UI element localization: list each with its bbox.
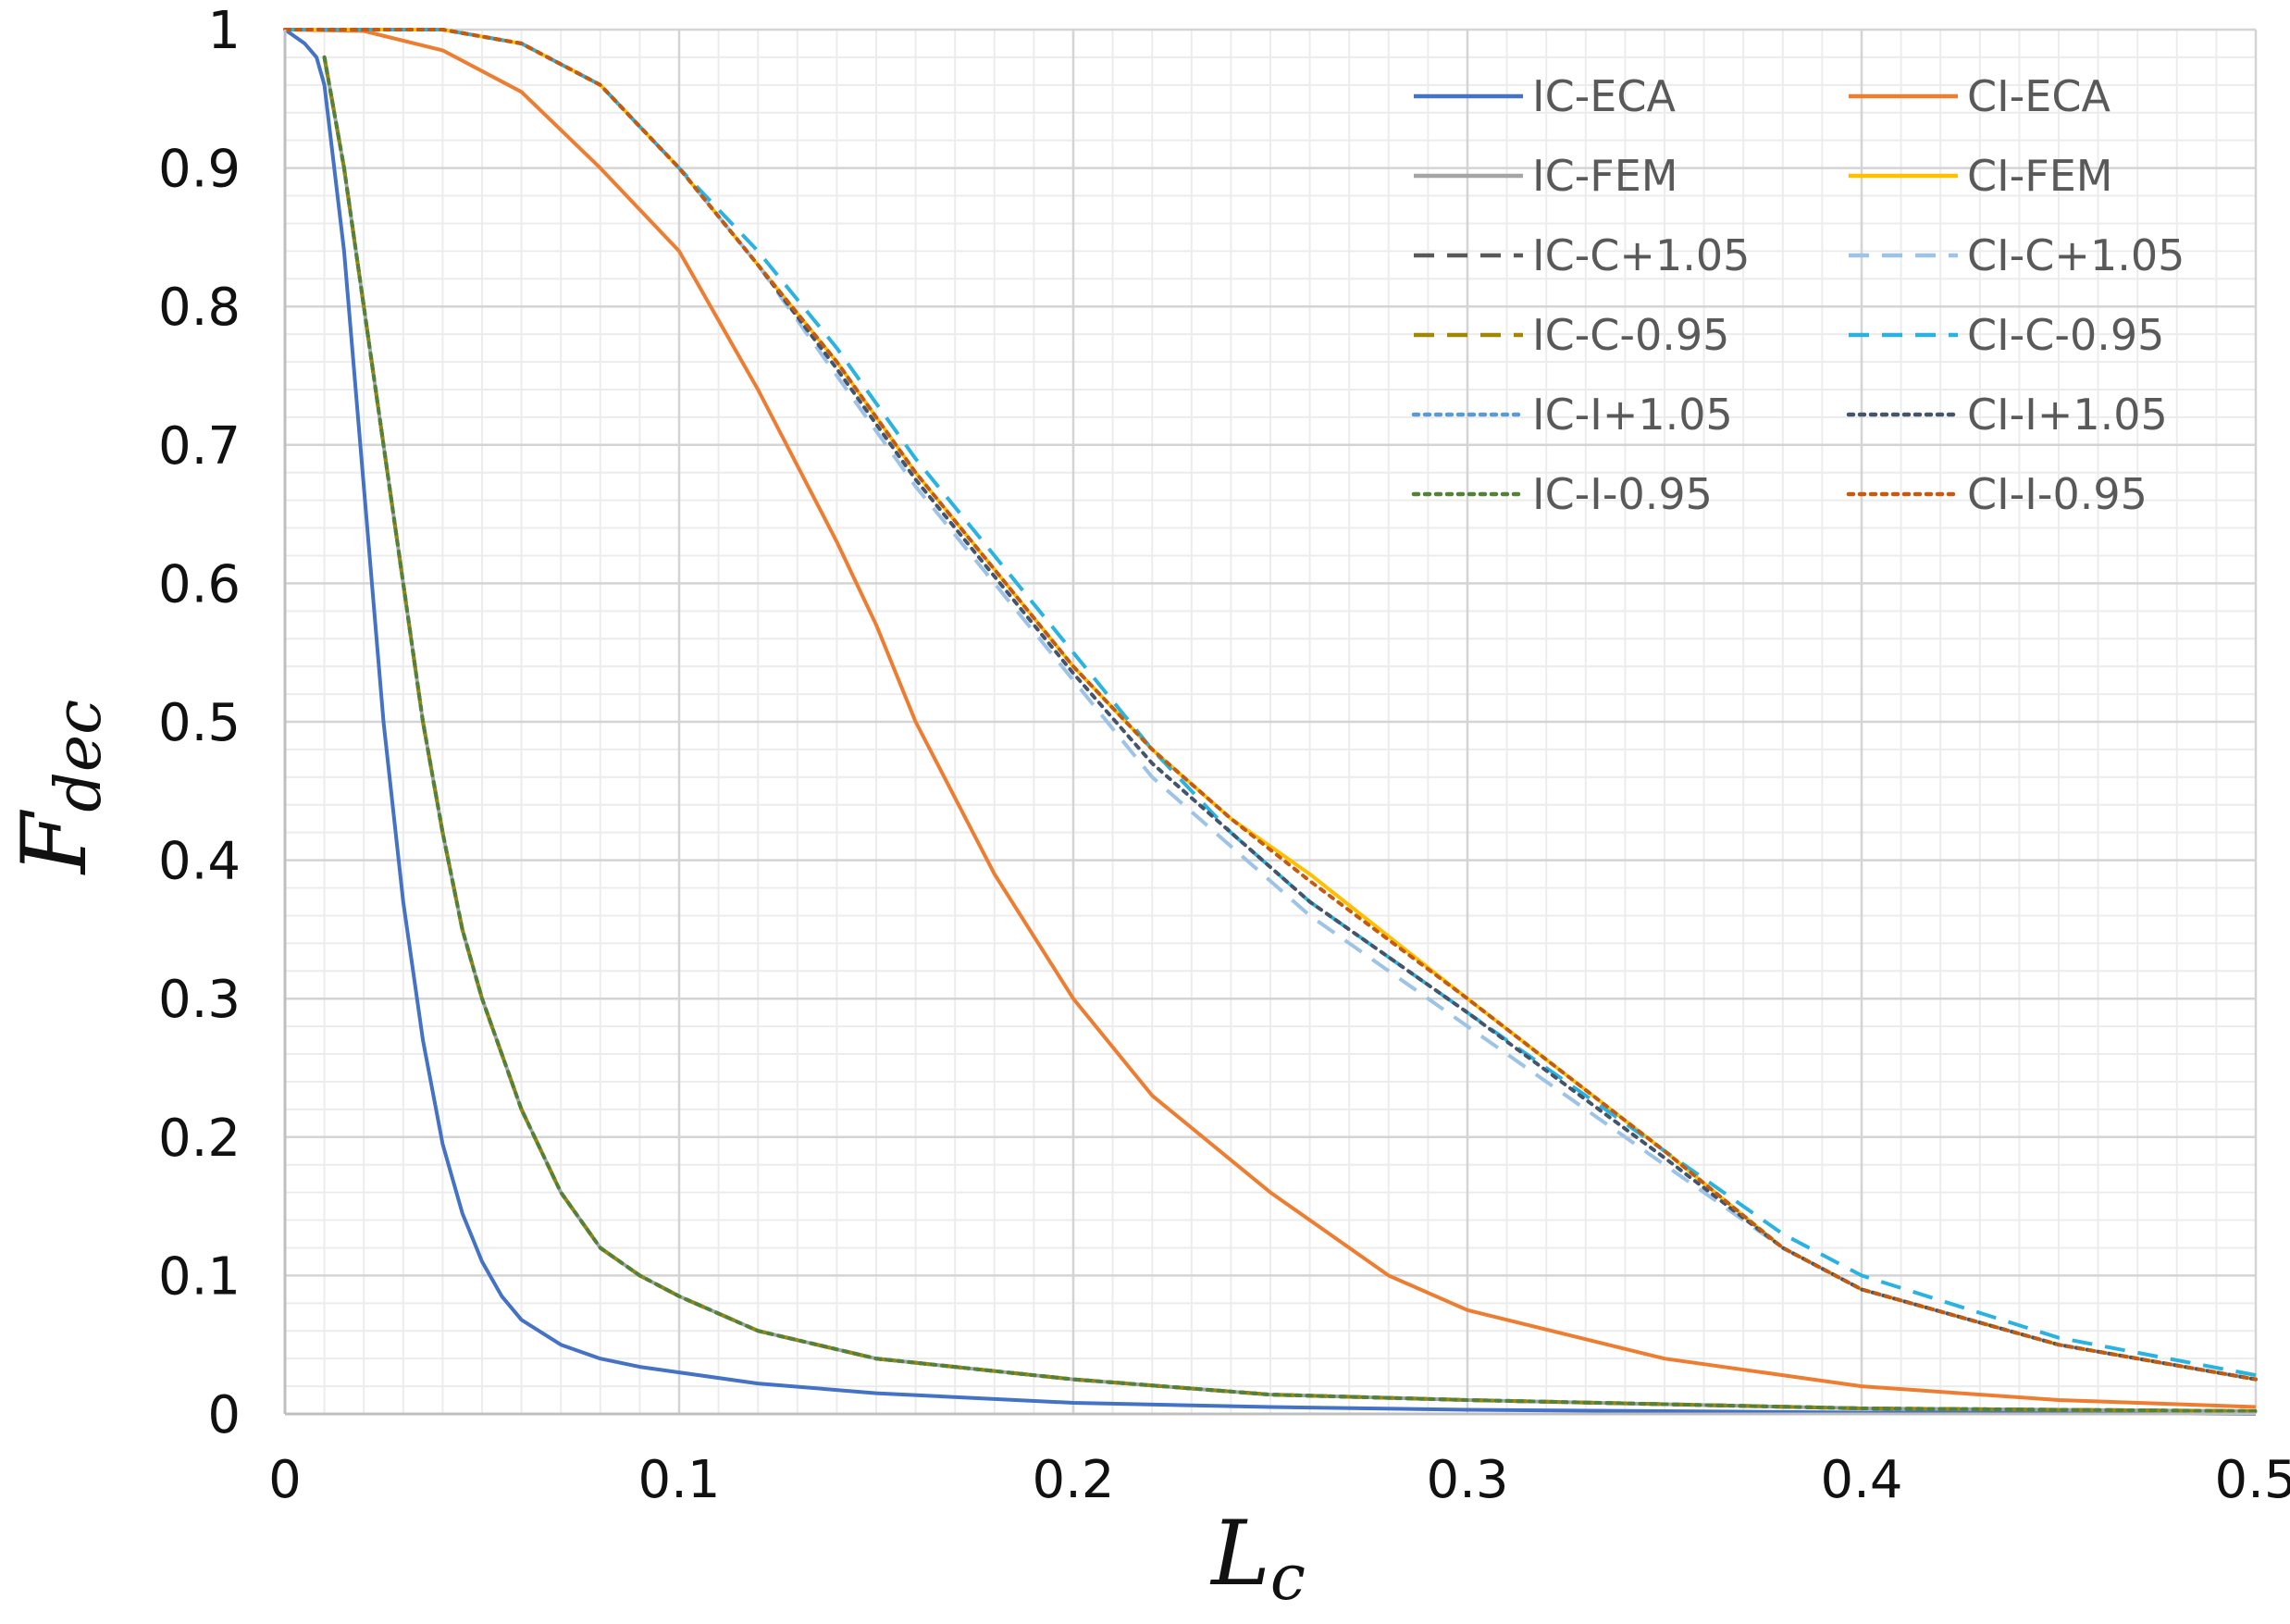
legend-entry: IC-ECA: [1414, 71, 1676, 121]
y-tick-label: 0.2: [158, 1109, 241, 1169]
series-line-ci-i-0-95: [283, 28, 2258, 1382]
legend-label: CI-ECA: [1967, 71, 2111, 121]
y-tick-label: 0.8: [158, 278, 241, 338]
x-tick-label: 0.2: [1032, 1450, 1114, 1510]
y-tick-label: 0.4: [158, 832, 241, 892]
y-tick-label: 0.1: [158, 1246, 241, 1307]
x-tick-label: 0.4: [1820, 1450, 1902, 1510]
x-tick-label: 0.1: [637, 1450, 720, 1510]
legend-entry: CI-ECA: [1849, 71, 2111, 121]
series-line-ci-i-1-05: [283, 28, 2258, 1382]
legend-label: IC-C-0.95: [1532, 310, 1729, 360]
x-axis-title: Lc: [1209, 1502, 1306, 1615]
series-line-ci-eca: [284, 28, 2257, 1409]
series-line-ic-eca: [283, 28, 2257, 1416]
y-tick-label: 0.3: [158, 970, 241, 1030]
y-tick-label: 1: [207, 1, 241, 61]
y-tick-label: 0.7: [158, 416, 241, 477]
x-tick-label: 0.3: [1426, 1450, 1508, 1510]
legend-entry: CI-FEM: [1849, 151, 2113, 201]
series-layer: [283, 28, 2258, 1416]
legend-entry: IC-C+1.05: [1414, 230, 1750, 280]
series-line-ci-c-0-95: [285, 28, 2257, 1378]
legend-label: IC-I+1.05: [1532, 390, 1733, 440]
y-tick-label: 0.9: [158, 140, 241, 200]
y-axis-title-subscript: dec: [43, 700, 116, 812]
legend-entry: CI-I-0.95: [1846, 469, 2148, 519]
series-line-ic-i-0-95: [322, 55, 2258, 1413]
legend-label: IC-ECA: [1532, 71, 1676, 121]
legend-entry: IC-FEM: [1414, 151, 1678, 201]
legend: IC-ECA CI-ECA IC-FEM CI-FEM IC-C+1.05 CI-C+1.…: [1411, 71, 2185, 519]
legend-label: CI-FEM: [1967, 151, 2113, 201]
legend-label: CI-C+1.05: [1967, 230, 2185, 280]
legend-label: CI-I+1.05: [1967, 390, 2168, 440]
y-tick-label: 0.6: [158, 554, 241, 614]
legend-entry: CI-C-0.95: [1849, 310, 2164, 360]
legend-entry: CI-I+1.05: [1846, 390, 2168, 440]
legend-label: IC-C+1.05: [1532, 230, 1750, 280]
legend-entry: IC-C-0.95: [1414, 310, 1729, 360]
legend-label: CI-I-0.95: [1967, 469, 2148, 519]
x-axis-title-main: L: [1209, 1502, 1270, 1605]
legend-label: IC-FEM: [1532, 151, 1678, 201]
x-axis-title-subscript: c: [1270, 1542, 1306, 1615]
y-axis-title-main: F: [3, 809, 106, 875]
axes-layer: 0 0.1 0.2 0.3 0.4 0.5 0 0.1 0.2 0.3 0.4 0.5 0.6 0.7 0.…: [158, 1, 2290, 1510]
y-axis-title: Fdec: [3, 700, 116, 875]
x-tick-label: 0.5: [2214, 1450, 2290, 1510]
y-tick-label: 0.5: [158, 693, 241, 753]
legend-entry: IC-I+1.05: [1411, 390, 1733, 440]
legend-entry: IC-I-0.95: [1411, 469, 1713, 519]
legend-label: IC-I-0.95: [1532, 469, 1713, 519]
legend-entry: CI-C+1.05: [1849, 230, 2185, 280]
legend-label: CI-C-0.95: [1967, 310, 2164, 360]
y-tick-label: 0: [207, 1385, 241, 1445]
x-tick-label: 0: [268, 1450, 302, 1510]
